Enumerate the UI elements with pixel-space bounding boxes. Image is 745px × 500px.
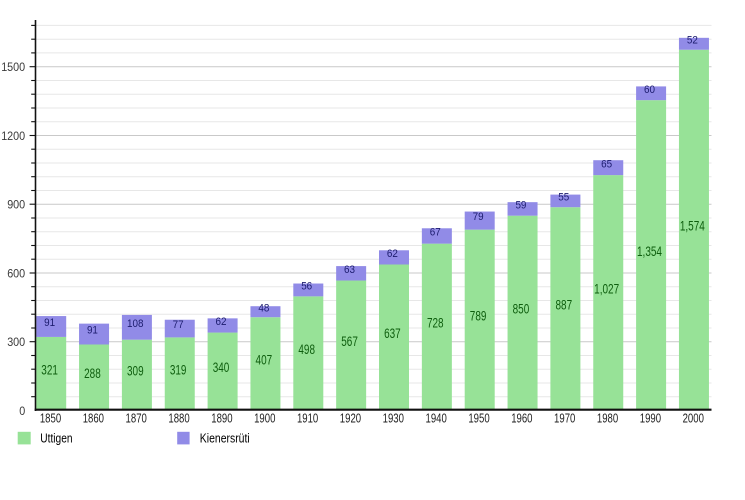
svg-text:300: 300: [7, 335, 25, 349]
svg-text:850: 850: [513, 302, 530, 317]
svg-text:1870: 1870: [126, 410, 147, 425]
svg-text:1980: 1980: [597, 410, 618, 425]
svg-text:1860: 1860: [83, 410, 104, 425]
svg-text:91: 91: [87, 325, 98, 337]
svg-text:1,574: 1,574: [680, 219, 705, 234]
svg-text:321: 321: [41, 362, 58, 377]
svg-text:1910: 1910: [297, 410, 318, 425]
svg-text:62: 62: [216, 316, 227, 328]
svg-text:1850: 1850: [40, 410, 61, 425]
svg-text:340: 340: [213, 360, 230, 375]
svg-text:Uttigen: Uttigen: [40, 432, 72, 446]
svg-text:2000: 2000: [683, 410, 704, 425]
svg-text:67: 67: [430, 227, 441, 239]
svg-text:789: 789: [470, 309, 487, 324]
svg-text:1970: 1970: [554, 410, 575, 425]
svg-text:63: 63: [344, 264, 355, 276]
svg-text:1950: 1950: [468, 410, 489, 425]
svg-text:407: 407: [256, 352, 273, 367]
svg-text:60: 60: [644, 84, 655, 96]
svg-text:1,027: 1,027: [594, 281, 619, 296]
svg-text:498: 498: [298, 342, 315, 357]
svg-text:52: 52: [687, 34, 698, 46]
svg-text:56: 56: [301, 281, 312, 293]
svg-text:1960: 1960: [511, 410, 532, 425]
svg-text:0: 0: [19, 404, 25, 418]
svg-text:77: 77: [173, 319, 184, 331]
svg-text:62: 62: [387, 248, 398, 260]
svg-text:Kienersrüti: Kienersrüti: [200, 432, 250, 446]
svg-text:900: 900: [7, 198, 25, 212]
svg-text:91: 91: [44, 317, 55, 329]
svg-text:108: 108: [127, 318, 144, 330]
svg-text:48: 48: [258, 302, 269, 314]
svg-text:59: 59: [515, 200, 526, 212]
svg-text:637: 637: [384, 326, 401, 341]
svg-text:1880: 1880: [168, 410, 189, 425]
svg-text:1500: 1500: [1, 60, 25, 74]
svg-text:728: 728: [427, 316, 444, 331]
svg-text:319: 319: [170, 363, 187, 378]
svg-text:1900: 1900: [254, 410, 275, 425]
svg-text:600: 600: [7, 266, 25, 280]
svg-text:65: 65: [601, 158, 612, 170]
svg-text:1,354: 1,354: [637, 244, 662, 259]
svg-text:79: 79: [473, 211, 484, 223]
svg-text:567: 567: [341, 334, 358, 349]
svg-text:1200: 1200: [1, 129, 25, 143]
svg-text:55: 55: [558, 192, 569, 204]
svg-text:887: 887: [556, 297, 573, 312]
svg-text:1890: 1890: [211, 410, 232, 425]
svg-text:1940: 1940: [426, 410, 447, 425]
svg-text:288: 288: [84, 366, 101, 381]
svg-text:1930: 1930: [383, 410, 404, 425]
svg-text:1920: 1920: [340, 410, 361, 425]
svg-text:309: 309: [127, 364, 144, 379]
svg-text:1990: 1990: [640, 410, 661, 425]
